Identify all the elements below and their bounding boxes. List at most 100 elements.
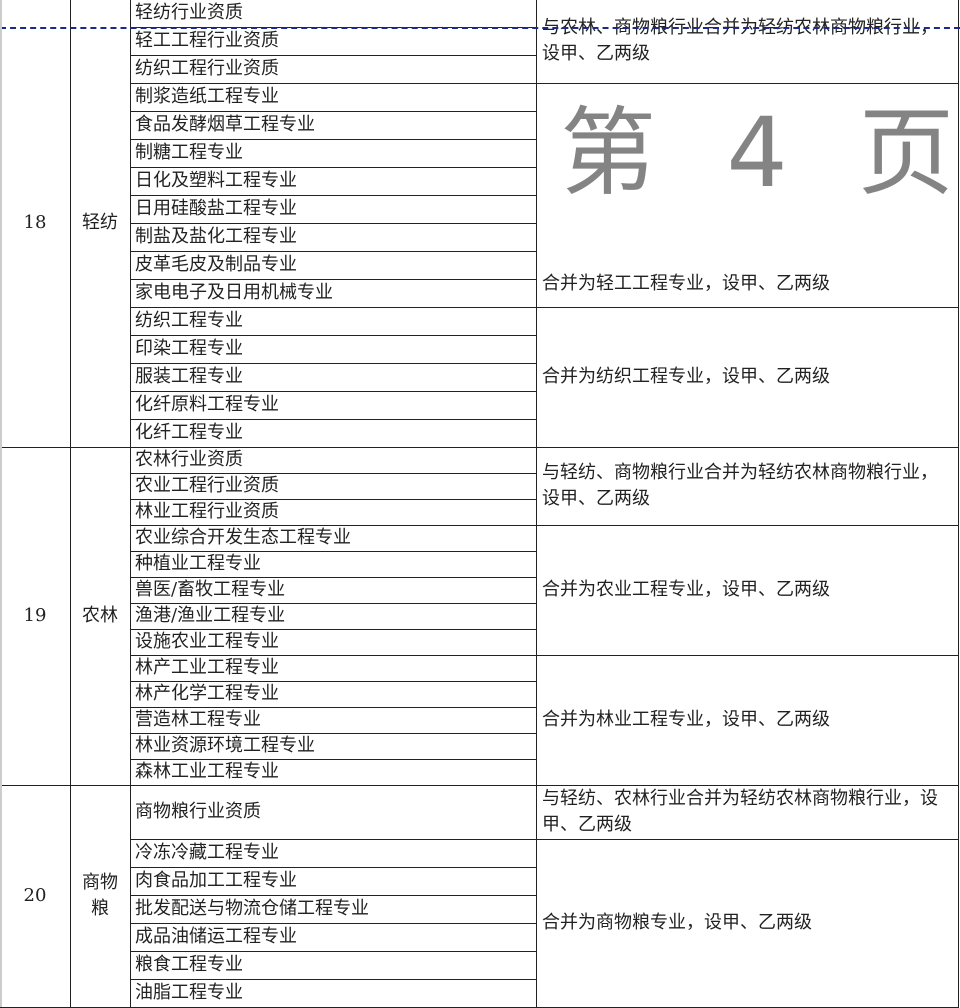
qualification-item: 制盐及盐化工程专业 — [130, 223, 537, 252]
qualification-item-text: 批发配送与物流仓储工程专业 — [135, 898, 369, 919]
qualification-item: 农业综合开发生态工程专业 — [130, 525, 537, 552]
qualification-item: 制糖工程专业 — [130, 139, 537, 168]
qualification-item: 日用硅酸盐工程专业 — [130, 195, 537, 224]
qualification-item: 森林工业工程专业 — [130, 759, 537, 786]
qualification-item-text: 渔港/渔业工程专业 — [135, 605, 286, 626]
merge-note: 合并为轻工工程专业，设甲、乙两级 — [536, 83, 959, 308]
qualification-item-text: 粮食工程专业 — [135, 954, 243, 975]
section-number: 19 — [0, 447, 71, 786]
section-number-text: 18 — [23, 212, 47, 233]
merge-note-text: 合并为林业工程专业，设甲、乙两级 — [542, 709, 830, 730]
qualification-item: 林业资源环境工程专业 — [130, 733, 537, 760]
qualification-item: 林产化学工程专业 — [130, 681, 537, 708]
merge-note-text: 合并为农业工程专业，设甲、乙两级 — [542, 579, 830, 600]
industry-name: 农林 — [70, 447, 131, 786]
qualification-item-text: 轻纺行业资质 — [135, 2, 243, 23]
qualification-item-text: 设施农业工程专业 — [135, 631, 279, 652]
qualification-item: 油脂工程专业 — [130, 979, 537, 1008]
merge-note: 合并为农业工程专业，设甲、乙两级 — [536, 525, 959, 656]
qualification-item: 商物粮行业资质 — [130, 785, 537, 840]
qualification-item-text: 油脂工程专业 — [135, 982, 243, 1003]
merge-note: 与轻纺、农林行业合并为轻纺农林商物粮行业，设甲、乙两级 — [536, 785, 959, 840]
qualification-item-text: 纺织工程专业 — [135, 310, 243, 331]
qualification-item-text: 农业工程行业资质 — [135, 475, 279, 496]
merge-note-text: 合并为纺织工程专业，设甲、乙两级 — [542, 366, 830, 387]
qualification-item-text: 化纤原料工程专业 — [135, 394, 279, 415]
qualification-item: 家电电子及日用机械专业 — [130, 279, 537, 308]
qualification-item: 种植业工程专业 — [130, 551, 537, 578]
qualification-item: 印染工程专业 — [130, 335, 537, 364]
industry-name: 商物粮 — [70, 785, 131, 1008]
qualification-item-text: 印染工程专业 — [135, 338, 243, 359]
qualification-item: 轻纺行业资质 — [130, 0, 537, 28]
merge-note-text: 与轻纺、商物粮行业合并为轻纺农林商物粮行业，设甲、乙两级 — [542, 462, 938, 509]
qualification-item: 服装工程专业 — [130, 363, 537, 392]
merge-note: 与轻纺、商物粮行业合并为轻纺农林商物粮行业，设甲、乙两级 — [536, 447, 959, 526]
merge-note-text: 合并为商物粮专业，设甲、乙两级 — [542, 912, 812, 933]
merge-note-text: 合并为轻工工程专业，设甲、乙两级 — [542, 273, 830, 294]
qualification-item: 渔港/渔业工程专业 — [130, 603, 537, 630]
qualification-item: 兽医/畜牧工程专业 — [130, 577, 537, 604]
qualification-item: 食品发酵烟草工程专业 — [130, 111, 537, 140]
merge-note-text: 与农林、商物粮行业合并为轻纺农林商物粮行业，设甲、乙两级 — [542, 17, 938, 64]
qualification-item-text: 制糖工程专业 — [135, 142, 243, 163]
qualification-item: 轻工工程行业资质 — [130, 27, 537, 56]
section-number: 20 — [0, 785, 71, 1008]
left-edge — [0, 0, 2, 1007]
qualification-item-text: 日用硅酸盐工程专业 — [135, 198, 297, 219]
qualification-item-text: 种植业工程专业 — [135, 553, 261, 574]
qualification-item-text: 轻工工程行业资质 — [135, 30, 279, 51]
merge-note: 合并为纺织工程专业，设甲、乙两级 — [536, 307, 959, 448]
qualification-item-text: 家电电子及日用机械专业 — [135, 282, 333, 303]
qualification-item: 纺织工程行业资质 — [130, 55, 537, 84]
qualification-item-text: 营造林工程专业 — [135, 709, 261, 730]
qualification-item: 纺织工程专业 — [130, 307, 537, 336]
qualification-item-text: 林业工程行业资质 — [135, 501, 279, 522]
qualification-item-text: 农林行业资质 — [135, 449, 243, 470]
merge-note: 合并为商物粮专业，设甲、乙两级 — [536, 839, 959, 1008]
qualification-item: 林业工程行业资质 — [130, 499, 537, 526]
qualification-item-text: 兽医/畜牧工程专业 — [135, 579, 286, 600]
qualification-item: 日化及塑料工程专业 — [130, 167, 537, 196]
industry-name-text: 轻纺 — [82, 212, 118, 233]
qualification-item-text: 林业资源环境工程专业 — [135, 735, 315, 756]
qualification-item: 制浆造纸工程专业 — [130, 83, 537, 112]
section-number: 18 — [0, 0, 71, 448]
merge-note: 与农林、商物粮行业合并为轻纺农林商物粮行业，设甲、乙两级 — [536, 0, 959, 84]
qualification-item-text: 皮革毛皮及制品专业 — [135, 254, 297, 275]
qualification-item-text: 肉食品加工工程专业 — [135, 870, 297, 891]
qualification-item-text: 制盐及盐化工程专业 — [135, 226, 297, 247]
industry-name-text: 农林 — [82, 605, 118, 626]
industry-name: 轻纺 — [70, 0, 131, 448]
qualification-item: 设施农业工程专业 — [130, 629, 537, 656]
qualification-item: 皮革毛皮及制品专业 — [130, 251, 537, 280]
qualification-item: 化纤工程专业 — [130, 419, 537, 448]
qualification-item-text: 商物粮行业资质 — [135, 801, 261, 822]
qualification-item: 化纤原料工程专业 — [130, 391, 537, 420]
section-number-text: 19 — [23, 605, 47, 626]
qualification-item: 冷冻冷藏工程专业 — [130, 839, 537, 868]
section-number-text: 20 — [23, 885, 47, 906]
qualification-item-text: 林产工业工程专业 — [135, 657, 279, 678]
qualification-item-text: 化纤工程专业 — [135, 422, 243, 443]
qualification-item: 营造林工程专业 — [130, 707, 537, 734]
qualification-item-text: 森林工业工程专业 — [135, 761, 279, 782]
industry-name-text: 商物粮 — [82, 872, 118, 919]
page-break-dashed-line — [0, 27, 960, 29]
qualification-item: 成品油储运工程专业 — [130, 923, 537, 952]
qualification-item: 林产工业工程专业 — [130, 655, 537, 682]
qualification-item-text: 成品油储运工程专业 — [135, 926, 297, 947]
qualification-item-text: 食品发酵烟草工程专业 — [135, 114, 315, 135]
merge-note-text: 与轻纺、农林行业合并为轻纺农林商物粮行业，设甲、乙两级 — [542, 788, 938, 835]
qualification-item: 肉食品加工工程专业 — [130, 867, 537, 896]
qualification-item: 农业工程行业资质 — [130, 473, 537, 500]
qualification-item-text: 服装工程专业 — [135, 366, 243, 387]
qualification-item-text: 林产化学工程专业 — [135, 683, 279, 704]
qualification-item: 农林行业资质 — [130, 447, 537, 474]
merge-note: 合并为林业工程专业，设甲、乙两级 — [536, 655, 959, 786]
qualification-item-text: 农业综合开发生态工程专业 — [135, 527, 351, 548]
qualification-item-text: 纺织工程行业资质 — [135, 58, 279, 79]
qualification-item-text: 日化及塑料工程专业 — [135, 170, 297, 191]
qualification-item: 批发配送与物流仓储工程专业 — [130, 895, 537, 924]
